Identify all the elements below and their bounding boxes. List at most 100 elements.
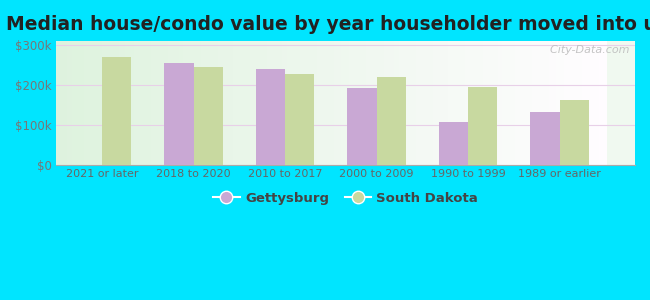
Bar bbox=[588, 41, 590, 165]
Bar bbox=[482, 41, 485, 165]
Bar bbox=[285, 74, 315, 165]
Bar bbox=[519, 41, 521, 165]
Bar bbox=[436, 41, 437, 165]
Bar bbox=[188, 41, 190, 165]
Bar bbox=[233, 41, 235, 165]
Bar bbox=[439, 122, 468, 165]
Bar bbox=[321, 41, 323, 165]
Bar bbox=[424, 41, 426, 165]
Bar bbox=[517, 41, 519, 165]
Bar bbox=[461, 41, 463, 165]
Bar bbox=[222, 41, 224, 165]
Bar bbox=[194, 41, 196, 165]
Bar bbox=[198, 41, 201, 165]
Bar bbox=[65, 41, 67, 165]
Bar bbox=[418, 41, 420, 165]
Bar bbox=[168, 41, 170, 165]
Bar bbox=[252, 41, 255, 165]
Bar bbox=[367, 41, 369, 165]
Bar bbox=[101, 41, 104, 165]
Text: City-Data.com: City-Data.com bbox=[543, 45, 629, 55]
Bar bbox=[332, 41, 334, 165]
Bar bbox=[112, 41, 114, 165]
Bar bbox=[347, 41, 349, 165]
Bar bbox=[543, 41, 545, 165]
Bar bbox=[528, 41, 530, 165]
Bar bbox=[125, 41, 127, 165]
Bar bbox=[429, 41, 431, 165]
Bar bbox=[285, 41, 287, 165]
Bar bbox=[560, 41, 562, 165]
Bar bbox=[328, 41, 330, 165]
Bar bbox=[426, 41, 429, 165]
Legend: Gettysburg, South Dakota: Gettysburg, South Dakota bbox=[208, 186, 484, 210]
Bar bbox=[582, 41, 584, 165]
Bar bbox=[136, 41, 138, 165]
Bar bbox=[216, 41, 218, 165]
Bar bbox=[472, 41, 474, 165]
Bar bbox=[480, 41, 482, 165]
Bar bbox=[326, 41, 328, 165]
Bar bbox=[370, 41, 373, 165]
Bar bbox=[343, 41, 345, 165]
Bar bbox=[272, 41, 274, 165]
Bar bbox=[89, 41, 91, 165]
Bar bbox=[478, 41, 480, 165]
Bar bbox=[362, 41, 364, 165]
Bar bbox=[313, 41, 315, 165]
Bar bbox=[495, 41, 498, 165]
Bar bbox=[396, 41, 398, 165]
Bar bbox=[485, 41, 487, 165]
Bar bbox=[395, 41, 396, 165]
Bar bbox=[597, 41, 599, 165]
Bar bbox=[164, 63, 194, 165]
Bar bbox=[339, 41, 341, 165]
Bar bbox=[502, 41, 504, 165]
Bar bbox=[388, 41, 390, 165]
Bar bbox=[134, 41, 136, 165]
Bar bbox=[414, 41, 416, 165]
Bar bbox=[390, 41, 392, 165]
Bar bbox=[319, 41, 321, 165]
Bar bbox=[196, 41, 198, 165]
Bar bbox=[278, 41, 280, 165]
Bar bbox=[508, 41, 511, 165]
Bar bbox=[521, 41, 523, 165]
Bar bbox=[463, 41, 465, 165]
Bar bbox=[380, 41, 382, 165]
Bar bbox=[119, 41, 121, 165]
Bar bbox=[192, 41, 194, 165]
Bar bbox=[246, 41, 248, 165]
Bar bbox=[352, 41, 354, 165]
Bar bbox=[491, 41, 493, 165]
Bar bbox=[554, 41, 556, 165]
Bar bbox=[211, 41, 214, 165]
Title: Median house/condo value by year householder moved into unit: Median house/condo value by year househo… bbox=[6, 15, 650, 34]
Bar bbox=[302, 41, 304, 165]
Bar bbox=[592, 41, 595, 165]
Bar bbox=[392, 41, 395, 165]
Bar bbox=[132, 41, 134, 165]
Bar bbox=[384, 41, 385, 165]
Bar bbox=[270, 41, 272, 165]
Bar bbox=[493, 41, 495, 165]
Bar bbox=[336, 41, 339, 165]
Bar bbox=[330, 41, 332, 165]
Bar bbox=[259, 41, 261, 165]
Bar bbox=[315, 41, 317, 165]
Bar bbox=[283, 41, 285, 165]
Bar bbox=[84, 41, 86, 165]
Bar bbox=[239, 41, 242, 165]
Bar bbox=[170, 41, 173, 165]
Bar bbox=[308, 41, 311, 165]
Bar bbox=[203, 41, 205, 165]
Bar bbox=[599, 41, 601, 165]
Bar bbox=[564, 41, 567, 165]
Bar bbox=[506, 41, 508, 165]
Bar bbox=[364, 41, 367, 165]
Bar bbox=[83, 41, 84, 165]
Bar bbox=[385, 41, 388, 165]
Bar bbox=[584, 41, 586, 165]
Bar bbox=[175, 41, 177, 165]
Bar bbox=[300, 41, 302, 165]
